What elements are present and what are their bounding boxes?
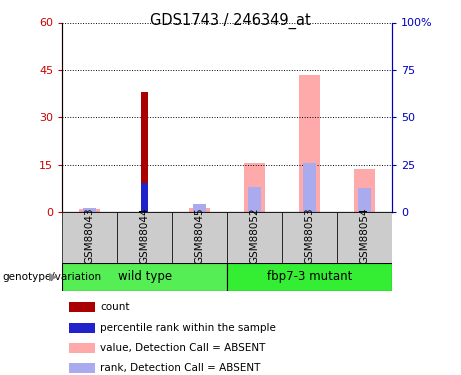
Bar	[141, 92, 148, 212]
Bar	[248, 187, 261, 212]
Text: genotype/variation: genotype/variation	[2, 272, 101, 282]
Text: GSM88043: GSM88043	[85, 208, 95, 264]
Bar	[244, 163, 265, 212]
Text: wild type: wild type	[118, 270, 171, 283]
Text: fbp7-3 mutant: fbp7-3 mutant	[267, 270, 352, 283]
Bar	[193, 204, 207, 212]
Bar	[227, 212, 282, 262]
Text: percentile rank within the sample: percentile rank within the sample	[100, 323, 276, 333]
Bar	[142, 183, 148, 212]
Bar	[189, 208, 210, 212]
Text: value, Detection Call = ABSENT: value, Detection Call = ABSENT	[100, 343, 266, 353]
Bar	[69, 302, 95, 312]
Bar	[69, 363, 95, 374]
Text: GSM88054: GSM88054	[360, 208, 369, 264]
Bar	[172, 212, 227, 262]
Bar	[69, 343, 95, 353]
Text: GDS1743 / 246349_at: GDS1743 / 246349_at	[150, 13, 311, 29]
Text: GSM88044: GSM88044	[140, 208, 150, 264]
Bar	[358, 188, 371, 212]
Bar	[62, 212, 117, 262]
Text: GSM88053: GSM88053	[304, 208, 314, 264]
Text: GSM88045: GSM88045	[195, 208, 205, 264]
Bar	[227, 262, 392, 291]
Bar	[337, 212, 392, 262]
Bar	[117, 212, 172, 262]
Text: rank, Detection Call = ABSENT: rank, Detection Call = ABSENT	[100, 363, 260, 374]
Bar	[62, 262, 227, 291]
Bar	[69, 323, 95, 333]
Text: count: count	[100, 302, 130, 312]
Bar	[299, 75, 320, 212]
Text: GSM88052: GSM88052	[249, 208, 260, 264]
Bar	[79, 209, 100, 212]
Bar	[83, 208, 96, 212]
Bar	[303, 163, 316, 212]
Bar	[282, 212, 337, 262]
Text: ▶: ▶	[49, 272, 58, 282]
Bar	[354, 169, 375, 212]
